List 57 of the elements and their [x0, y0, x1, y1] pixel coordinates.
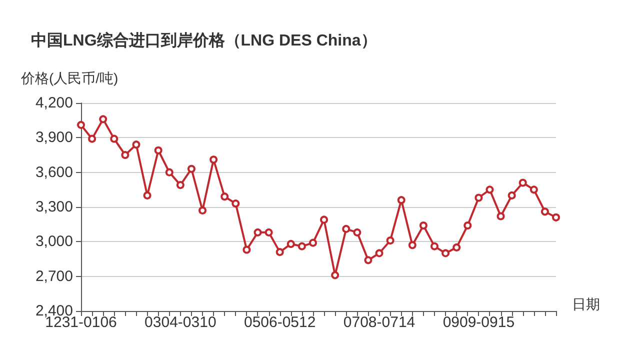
point — [264, 228, 273, 236]
point — [99, 115, 108, 124]
point — [464, 221, 472, 230]
point — [242, 246, 251, 254]
point — [143, 191, 152, 200]
point — [331, 271, 340, 280]
point — [154, 146, 162, 154]
point — [486, 186, 494, 194]
point — [353, 228, 362, 236]
y-tick-label: 3,600 — [35, 164, 73, 181]
point — [408, 241, 416, 250]
x-tick-label: 0304-0310 — [144, 314, 216, 331]
point — [540, 208, 549, 216]
point — [452, 243, 461, 252]
point — [342, 224, 350, 233]
point — [430, 242, 438, 250]
y-axis-title: 价格(人民币/吨) — [20, 70, 118, 86]
chart-title: 中国LNG综合进口到岸价格（LNG DES China） — [31, 32, 377, 50]
point — [232, 200, 240, 208]
point — [397, 196, 406, 204]
x-tick-label: 0909-0915 — [442, 314, 515, 331]
point — [198, 206, 207, 214]
point — [276, 248, 284, 256]
point — [364, 256, 372, 264]
y-tick-label: 3,300 — [35, 198, 73, 216]
point — [88, 134, 96, 143]
point — [298, 242, 306, 250]
point — [386, 236, 394, 245]
point — [518, 178, 527, 187]
point — [552, 213, 560, 222]
point — [496, 212, 505, 220]
y-tick-label: 3,000 — [35, 233, 73, 250]
y-tick-label: 3,900 — [35, 129, 73, 146]
point — [530, 186, 538, 194]
x-tick-label: 0506-0512 — [244, 314, 316, 331]
x-tick-label: 0708-0714 — [343, 314, 416, 331]
point — [187, 164, 196, 173]
point — [121, 151, 130, 159]
point — [286, 240, 295, 248]
x-axis-title: 日期 — [572, 296, 600, 312]
point — [474, 194, 483, 202]
point — [419, 221, 428, 230]
point — [442, 249, 450, 258]
point — [176, 181, 184, 190]
point — [508, 191, 516, 200]
y-tick-label: 4,200 — [35, 94, 73, 112]
point — [210, 156, 218, 164]
point — [308, 238, 317, 247]
point — [320, 216, 328, 224]
point — [220, 192, 229, 201]
point — [165, 168, 174, 176]
point — [375, 249, 384, 258]
y-tick-label: 2,700 — [35, 268, 73, 285]
point — [132, 140, 140, 149]
point — [77, 120, 85, 129]
point — [254, 228, 262, 236]
point — [110, 134, 118, 143]
